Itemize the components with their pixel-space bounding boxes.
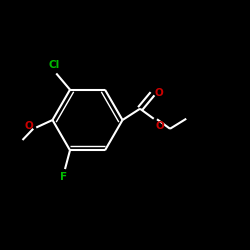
- Text: O: O: [24, 121, 33, 131]
- Text: F: F: [60, 172, 67, 182]
- Text: Cl: Cl: [48, 60, 60, 70]
- Text: O: O: [155, 121, 164, 131]
- Text: O: O: [154, 88, 163, 98]
